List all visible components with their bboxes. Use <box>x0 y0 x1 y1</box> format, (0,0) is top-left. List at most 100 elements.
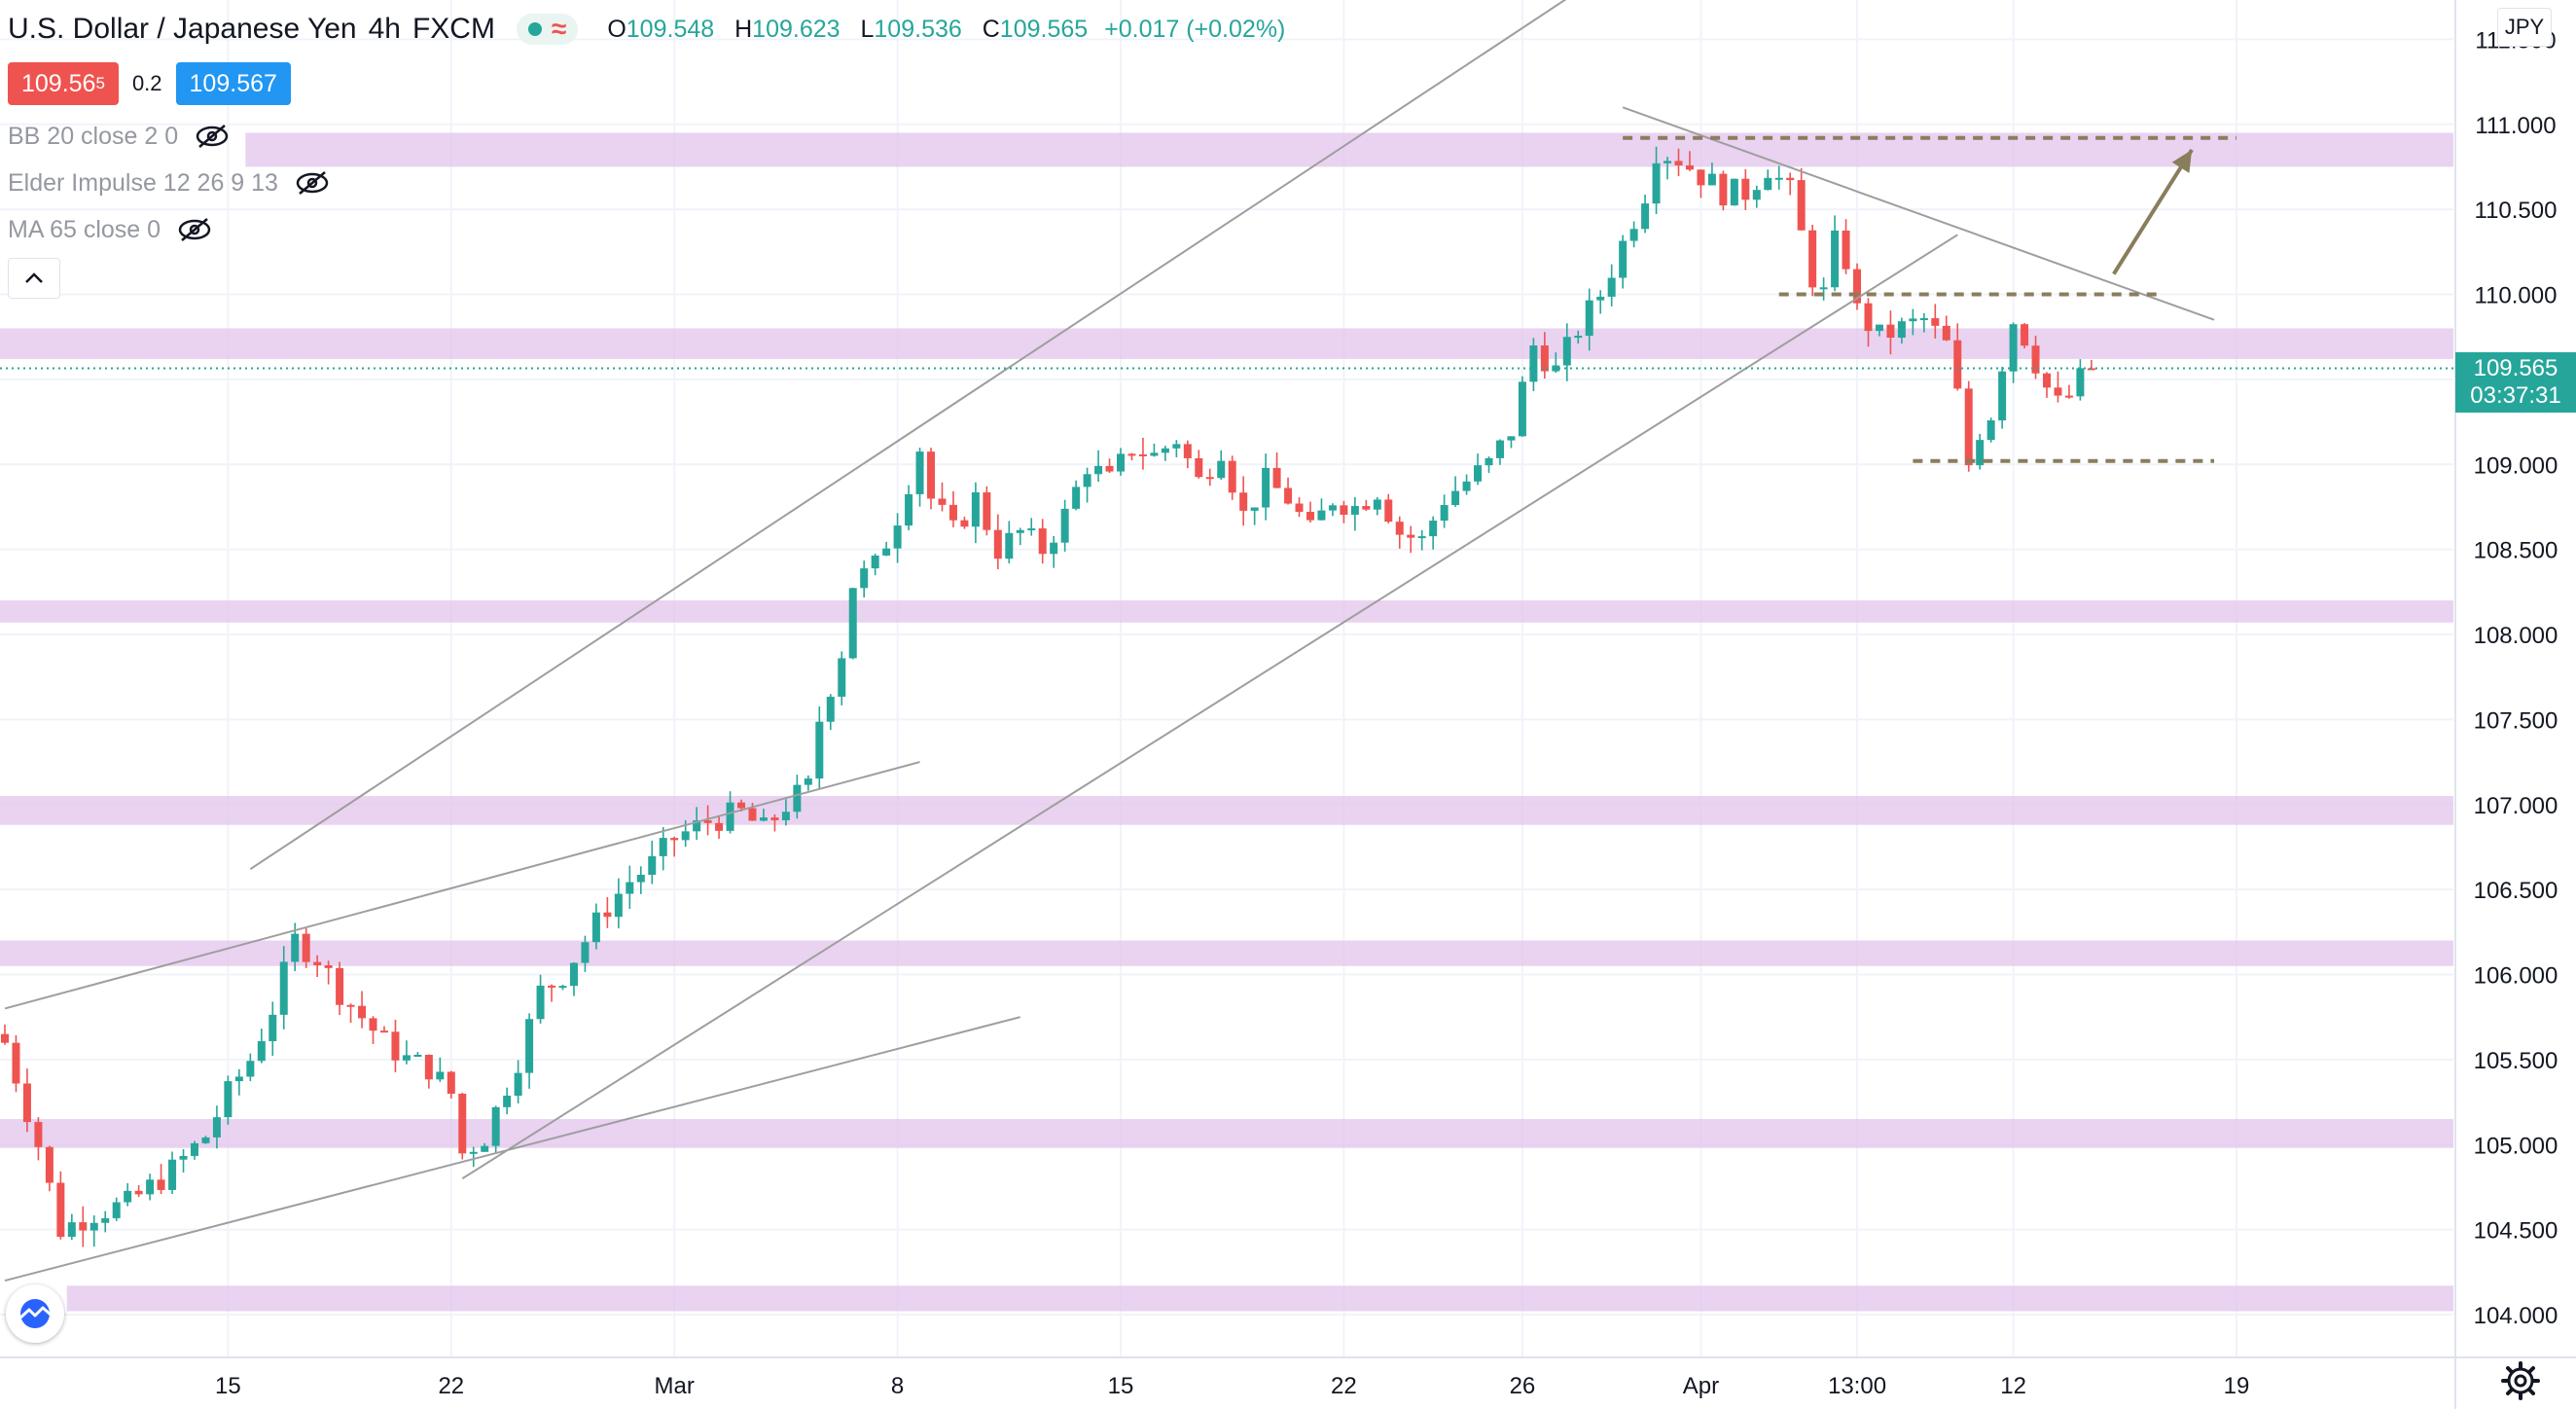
eye-crossed-icon[interactable] <box>176 216 213 243</box>
candle-body <box>324 964 333 968</box>
candle-body <box>1005 532 1014 560</box>
candle-body <box>34 1122 43 1147</box>
indicator-label: BB 20 close 2 0 <box>8 122 179 150</box>
indicator-label: Elder Impulse 12 26 9 13 <box>8 168 278 197</box>
candle-body <box>1607 277 1616 297</box>
currency-button[interactable]: JPY <box>2497 8 2552 47</box>
candle-body <box>190 1142 198 1156</box>
price-tick-label: 104.500 <box>2474 1218 2558 1245</box>
candle-body <box>737 802 746 809</box>
candle-body <box>1853 269 1862 304</box>
candle-body <box>1451 490 1460 506</box>
candle-body <box>2064 395 2073 398</box>
candle-body <box>1429 521 1438 537</box>
open-label: O <box>607 15 626 43</box>
candle-body <box>860 568 869 589</box>
candle-body <box>413 1055 422 1058</box>
candle-body <box>1764 177 1772 191</box>
candle-body <box>1027 527 1036 530</box>
time-tick-label: 22 <box>1331 1373 1357 1399</box>
candle-body <box>1350 506 1359 515</box>
candle-body <box>279 961 288 1015</box>
candle-body <box>826 697 835 722</box>
candle-body <box>1250 507 1259 511</box>
candle-body <box>1495 440 1504 458</box>
buy-button[interactable]: 109.567 <box>175 62 291 105</box>
candle-body <box>458 1093 467 1154</box>
trend-line <box>249 0 1567 870</box>
candle-body <box>1641 203 1650 230</box>
candle-body <box>1808 230 1817 288</box>
candle-body <box>1038 527 1047 555</box>
price-tick-label: 108.500 <box>2474 538 2558 564</box>
indicator-moving-average[interactable]: MA 65 close 0 <box>8 212 213 247</box>
support-resistance-zone <box>0 796 2453 825</box>
support-resistance-zone <box>0 328 2453 359</box>
candle-body <box>1529 345 1538 382</box>
eye-crossed-icon[interactable] <box>294 169 331 197</box>
trend-line <box>4 1016 1021 1283</box>
candle-body <box>1786 177 1795 181</box>
tradingview-logo-icon <box>18 1299 52 1328</box>
candle-body <box>224 1081 233 1118</box>
candle-body <box>1217 460 1226 479</box>
interval-label[interactable]: 4h <box>368 13 401 45</box>
candle-body <box>257 1041 266 1062</box>
market-status-pill[interactable]: ≈ <box>516 14 579 45</box>
bar-countdown: 03:37:31 <box>2470 382 2561 409</box>
ohlc-values: O109.548 H109.623 L109.536 C109.565 +0.0… <box>607 16 1285 44</box>
candle-body <box>1138 453 1147 456</box>
candle-body <box>871 555 879 569</box>
eye-crossed-icon[interactable] <box>194 123 231 150</box>
candle-body <box>715 822 724 831</box>
candle-body <box>1 1033 9 1043</box>
indicator-elder-impulse[interactable]: Elder Impulse 12 26 9 13 <box>8 165 331 200</box>
candle-body <box>1262 467 1270 508</box>
candle-body <box>424 1055 433 1080</box>
candle-body <box>1195 457 1203 478</box>
candle-body <box>781 812 790 820</box>
candle-body <box>1127 453 1136 456</box>
candle-body <box>703 820 712 823</box>
indicator-bollinger[interactable]: BB 20 close 2 0 <box>8 119 231 154</box>
candle-body <box>1831 230 1840 288</box>
candle-body <box>636 875 645 883</box>
candle-body <box>971 491 980 527</box>
candle-body <box>626 882 634 894</box>
sell-price-pip: 5 <box>95 74 105 92</box>
candle-body <box>1016 529 1024 533</box>
chart-grid <box>0 0 2453 1357</box>
settings-gear-icon[interactable] <box>2500 1360 2541 1401</box>
candle-body <box>1228 460 1236 493</box>
candle-body <box>1373 499 1381 510</box>
candle-body <box>882 548 891 556</box>
candle-body <box>581 942 590 963</box>
symbol-title[interactable]: U.S. Dollar / Japanese Yen <box>8 13 357 45</box>
candle-body <box>1395 522 1404 535</box>
candle-body <box>993 529 1002 560</box>
candle-body <box>1976 440 1985 466</box>
price-tick-label: 110.500 <box>2475 198 2558 224</box>
price-tick-label: 105.000 <box>2474 1133 2558 1159</box>
candle-body <box>2043 373 2052 388</box>
tradingview-logo[interactable] <box>6 1284 64 1343</box>
high-label: H <box>734 15 753 43</box>
candle-body <box>491 1106 500 1146</box>
indicator-label: MA 65 close 0 <box>8 215 161 243</box>
candle-body <box>302 933 310 962</box>
collapse-legend-button[interactable] <box>8 258 60 299</box>
candle-body <box>358 1005 367 1019</box>
candle-body <box>146 1179 155 1195</box>
candle-body <box>1752 190 1761 200</box>
candle-body <box>1909 318 1917 322</box>
candle-body <box>1697 169 1705 186</box>
candle-body <box>603 912 612 918</box>
candle-body <box>379 1030 388 1033</box>
candle-body <box>168 1159 177 1190</box>
trend-line <box>461 234 1958 1180</box>
candle-body <box>1060 508 1069 543</box>
price-tick-label: 107.500 <box>2474 707 2558 734</box>
sell-button[interactable]: 109.56 5 <box>8 62 119 105</box>
candle-body <box>503 1096 512 1107</box>
